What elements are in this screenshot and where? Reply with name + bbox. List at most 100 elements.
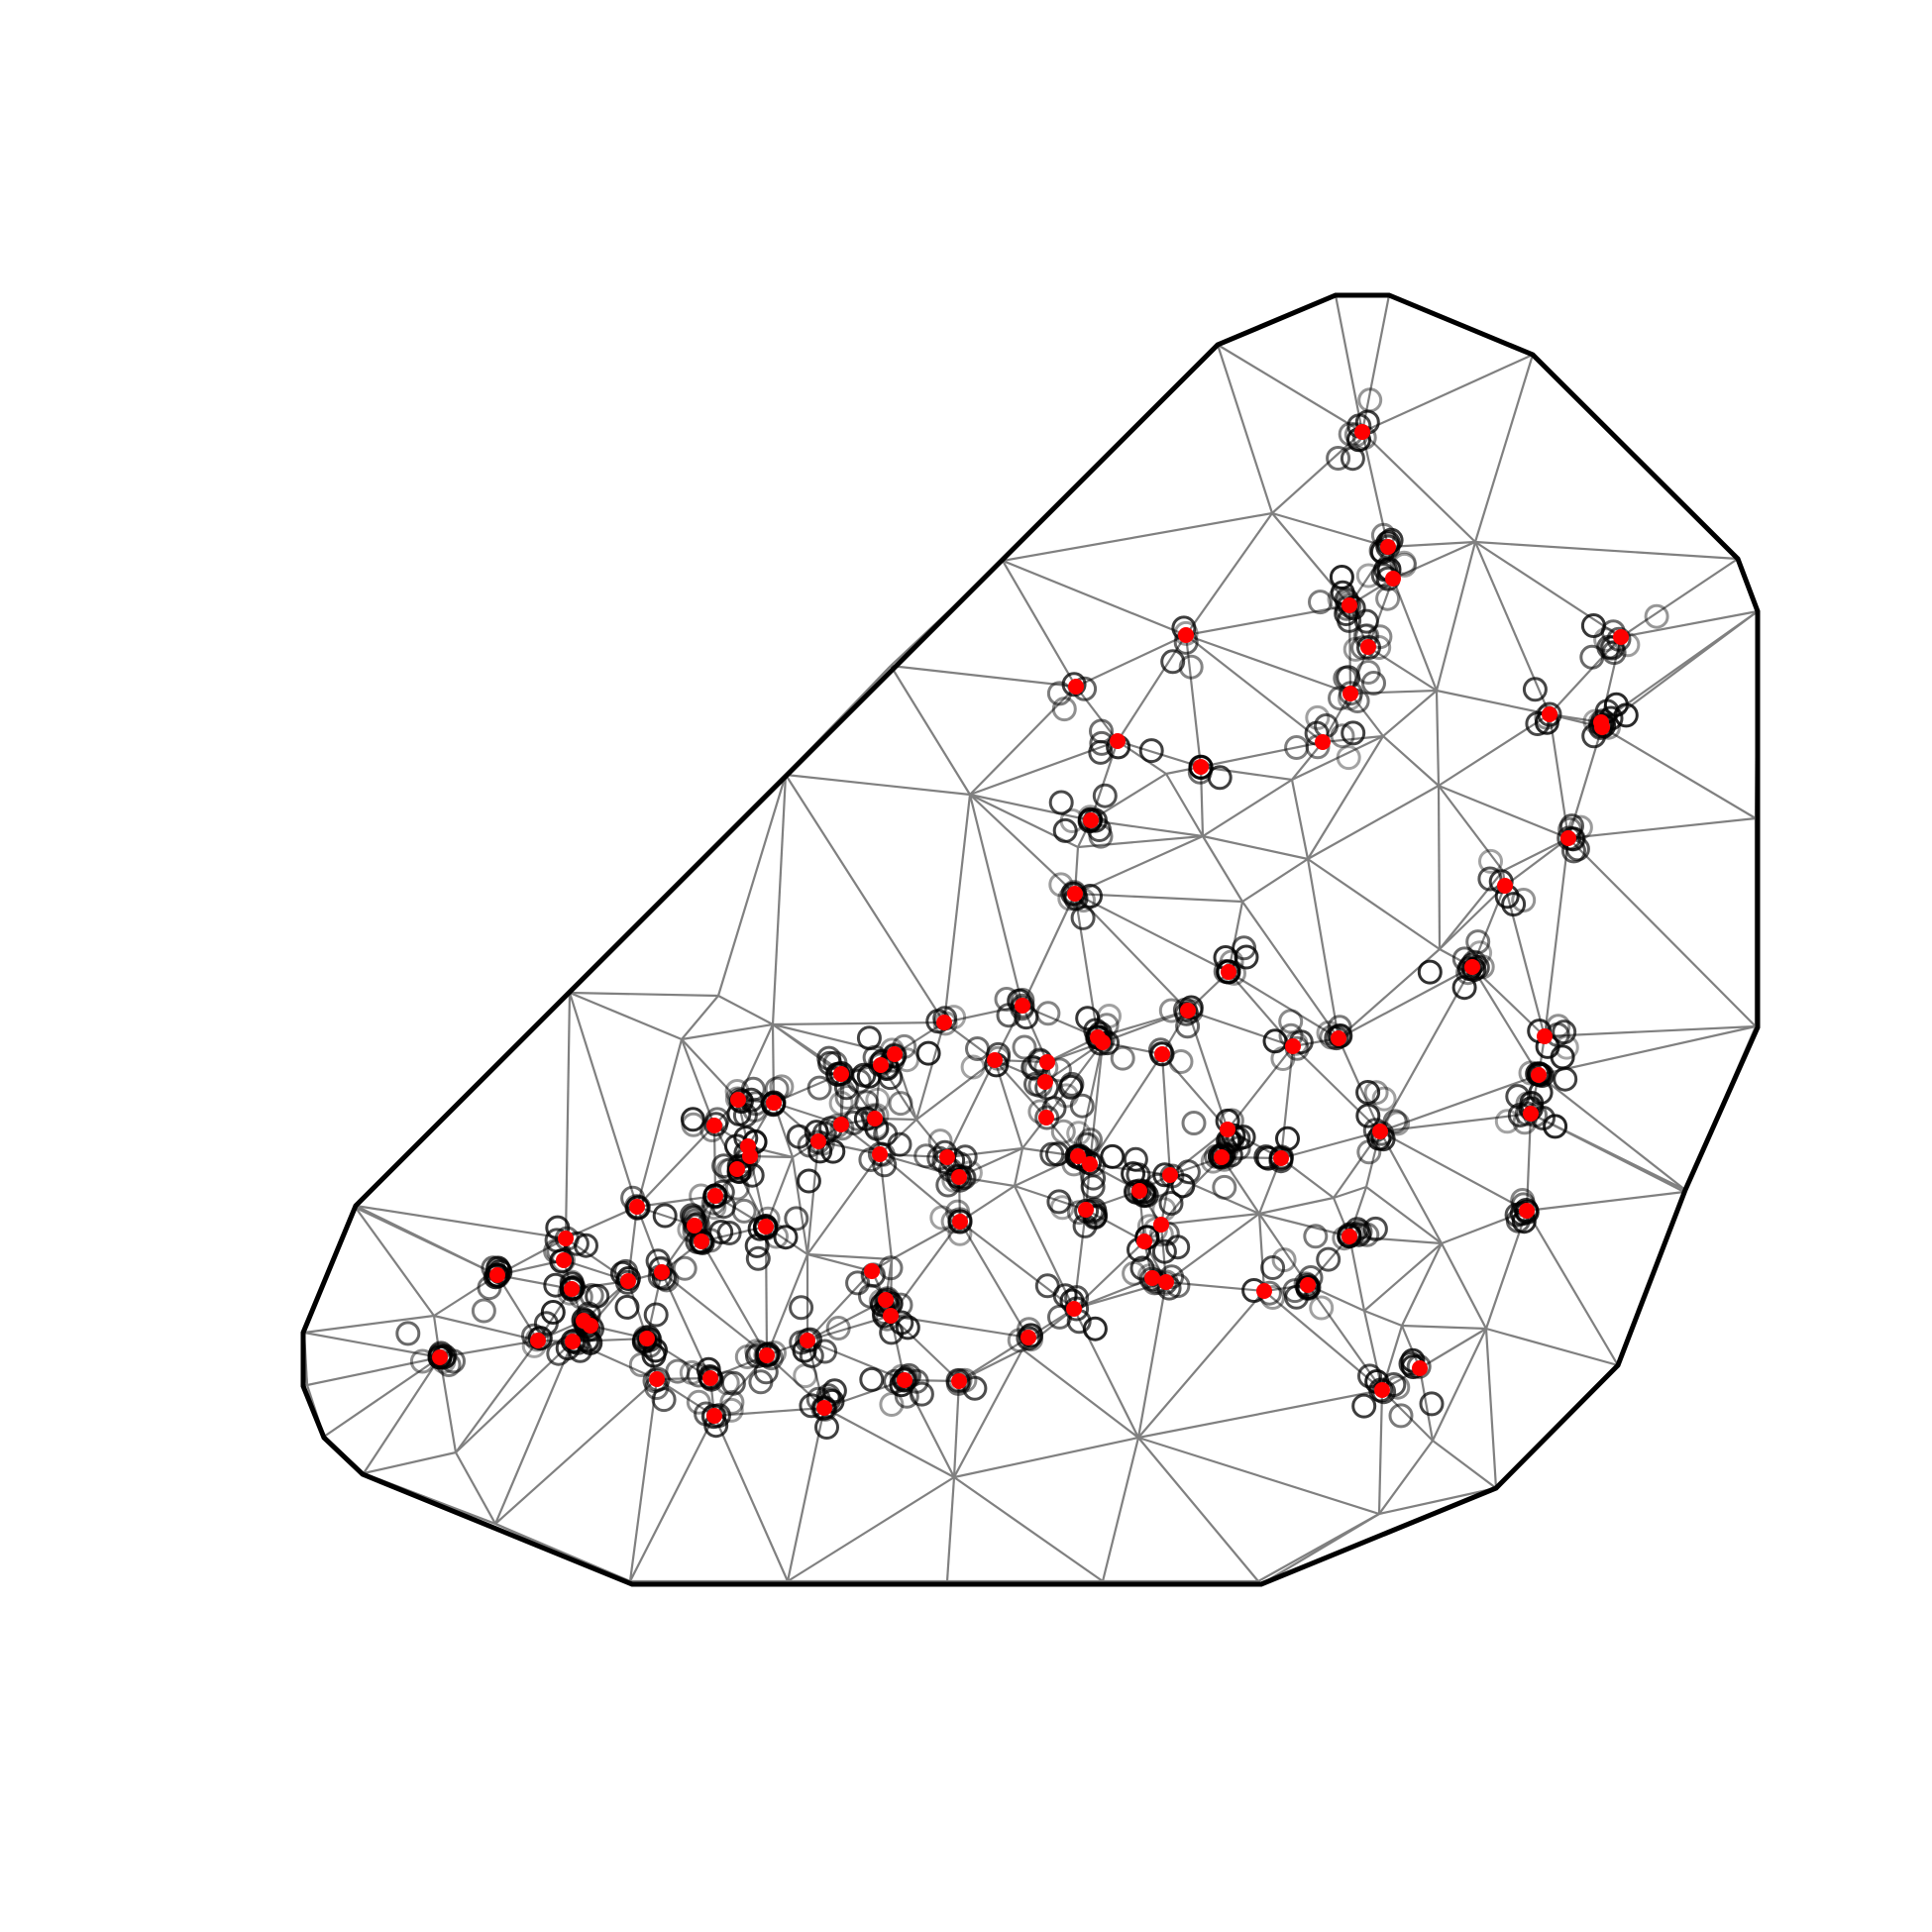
mesh-edge (1334, 294, 1364, 433)
observation-point (909, 1381, 934, 1407)
mesh-edge (1307, 785, 1440, 860)
mesh-edge (1391, 578, 1439, 692)
mesh-edge (1377, 1389, 1384, 1515)
observation-point (1330, 723, 1355, 749)
mesh-node (1193, 759, 1209, 775)
mesh-edge (1419, 1328, 1487, 1369)
observation-point (1165, 1234, 1191, 1260)
mesh-node (810, 1133, 826, 1149)
observation-point (828, 1091, 854, 1116)
mesh-edge (1117, 739, 1202, 769)
observation-point (1351, 1393, 1377, 1419)
mesh-edge (1117, 634, 1187, 742)
observation-point (793, 1363, 818, 1389)
mesh-edge (1137, 1436, 1380, 1516)
mesh-node (951, 1169, 967, 1185)
observation-point (641, 1342, 667, 1368)
mesh-edge (455, 1340, 539, 1453)
mesh-edge (1485, 1327, 1619, 1367)
mesh-node (1136, 1234, 1152, 1249)
mesh-edge (1347, 1235, 1366, 1312)
mesh-node (951, 1373, 967, 1389)
mesh-node (1285, 1038, 1301, 1054)
observation-point (1511, 888, 1537, 912)
mesh-node (1372, 1124, 1388, 1139)
mesh-edge (306, 1355, 441, 1387)
observation-point (1051, 697, 1077, 722)
observation-point (1160, 649, 1186, 675)
observation-point (734, 1344, 760, 1369)
mesh-edge (629, 1415, 715, 1582)
observation-point (726, 1158, 752, 1184)
observation-point (748, 1369, 774, 1395)
observation-point (888, 1091, 913, 1117)
observation-point (1216, 959, 1241, 985)
mesh-edge (771, 1023, 776, 1104)
mesh-edge (968, 794, 1024, 1007)
mesh-node (883, 1308, 899, 1324)
mesh-edge (700, 1240, 768, 1356)
mesh-edge (1165, 773, 1204, 837)
mesh-edge (1484, 1328, 1498, 1489)
observation-point (1361, 671, 1386, 696)
mesh-node (1178, 627, 1194, 643)
observation-point (427, 1344, 453, 1370)
mesh-node (1083, 812, 1099, 828)
observation-point (1059, 1071, 1085, 1097)
mesh-edge (1504, 837, 1569, 887)
mesh-edge (628, 1378, 659, 1582)
mesh-node (1497, 878, 1513, 894)
mesh-node (939, 1149, 955, 1165)
mesh-node (1315, 734, 1331, 750)
mesh-edge (363, 1356, 441, 1474)
mesh-node (1385, 571, 1401, 587)
mesh-edge (1365, 1186, 1443, 1244)
mesh-node (1180, 1003, 1196, 1019)
mesh-edge (716, 774, 788, 997)
observation-point (1034, 1105, 1060, 1130)
observation-point (1138, 738, 1164, 764)
mesh-edge (994, 1058, 1048, 1064)
observation-point (1326, 446, 1351, 471)
mesh-node (730, 1092, 746, 1108)
observation-point (814, 1415, 839, 1440)
mesh-node (987, 1052, 1003, 1068)
mesh-edge (1401, 1242, 1443, 1327)
mesh-edge (946, 1146, 1023, 1159)
mesh-node (872, 1146, 888, 1162)
observation-point (1035, 1001, 1061, 1026)
mesh-edge (1185, 634, 1324, 743)
mesh-edge (1260, 1513, 1380, 1585)
observation-point (812, 1339, 838, 1364)
observation-point (1308, 590, 1333, 615)
mesh-node (1110, 733, 1126, 749)
mesh-edge (1473, 541, 1552, 715)
observation-point (1334, 595, 1359, 621)
mesh-node (1519, 1203, 1535, 1219)
mesh-node (1095, 1034, 1111, 1050)
mesh-edge (1161, 1010, 1189, 1055)
mesh-edge (953, 1436, 1139, 1479)
mesh-edge (785, 773, 971, 797)
mesh-edge (1441, 1242, 1487, 1330)
mesh-node (873, 1057, 889, 1073)
mesh-edge (1021, 1348, 1139, 1439)
domain-boundary (300, 292, 1761, 1587)
observation-point (1284, 1284, 1310, 1310)
mesh-node (707, 1188, 723, 1204)
mesh-node (706, 1118, 722, 1133)
observation-point (1100, 1143, 1126, 1169)
observation-point (1110, 1045, 1135, 1071)
observation-point (708, 1220, 734, 1244)
mesh-edge (1538, 1074, 1686, 1191)
mesh-edge (1160, 1053, 1172, 1176)
mesh-edge (1202, 779, 1293, 837)
mesh-node (1131, 1183, 1147, 1199)
mesh-edge (764, 1226, 769, 1356)
observation-point (946, 1164, 972, 1190)
observation-point (1039, 1141, 1065, 1167)
observation-point (784, 1206, 809, 1232)
mesh-edge (1471, 966, 1546, 1037)
observation-point (895, 1315, 920, 1341)
